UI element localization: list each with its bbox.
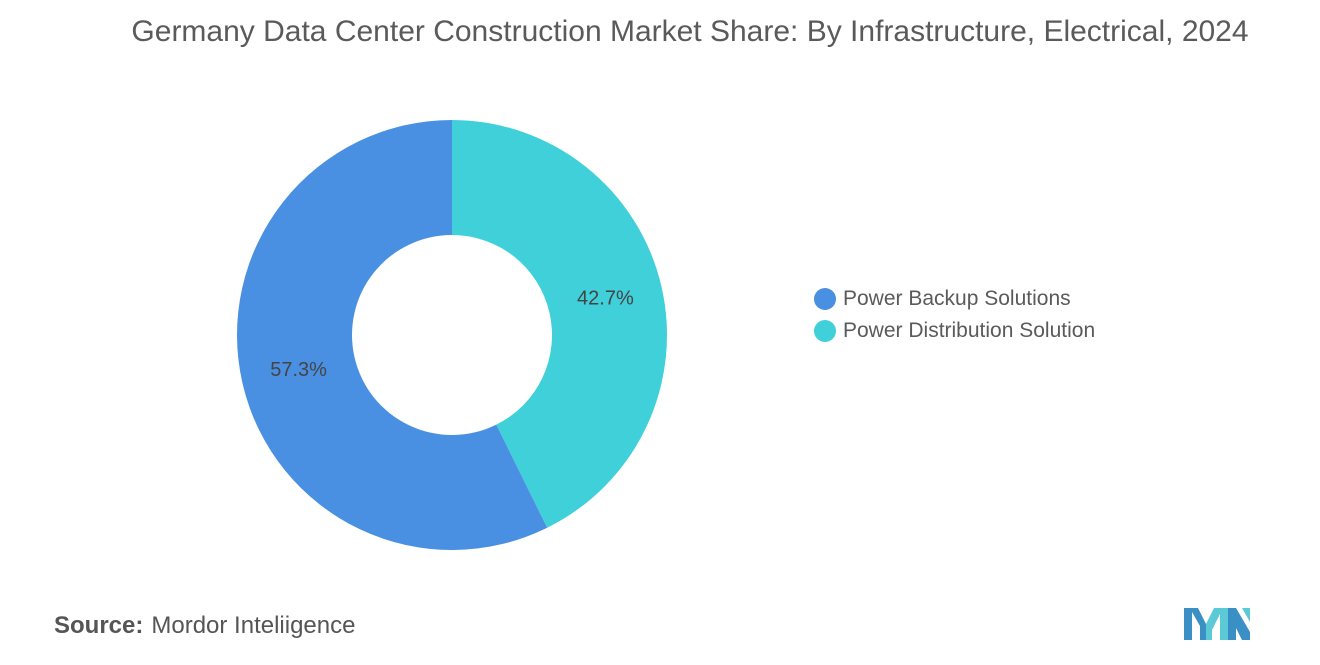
slice-power-distribution[interactable] (452, 120, 667, 528)
source-value: Mordor Inteliigence (151, 612, 356, 639)
legend-label-power-distribution: Power Distribution Solution (843, 319, 1096, 342)
chart-title: Germany Data Center Construction Market … (131, 15, 1249, 48)
donut-slices (236, 120, 667, 550)
legend-item-power-backup[interactable]: Power Backup Solutions (814, 283, 1095, 315)
legend-label-power-backup: Power Backup Solutions (843, 287, 1071, 310)
chart-legend: Power Backup Solutions Power Distributio… (814, 283, 1095, 347)
data-label-power-backup: 57.3% (270, 359, 327, 381)
source-label: Source: (54, 612, 144, 639)
legend-swatch-power-backup (814, 288, 836, 310)
source-note: Source: Mordor Inteliigence (54, 612, 355, 640)
slice-power-backup[interactable] (236, 120, 548, 550)
donut-labels: 42.7% 57.3% (270, 287, 634, 381)
legend-item-power-distribution[interactable]: Power Distribution Solution (814, 315, 1095, 347)
data-label-power-distribution: 42.7% (577, 287, 634, 309)
mordor-intelligence-logo-icon (1184, 604, 1250, 645)
legend-swatch-power-distribution (814, 320, 836, 342)
